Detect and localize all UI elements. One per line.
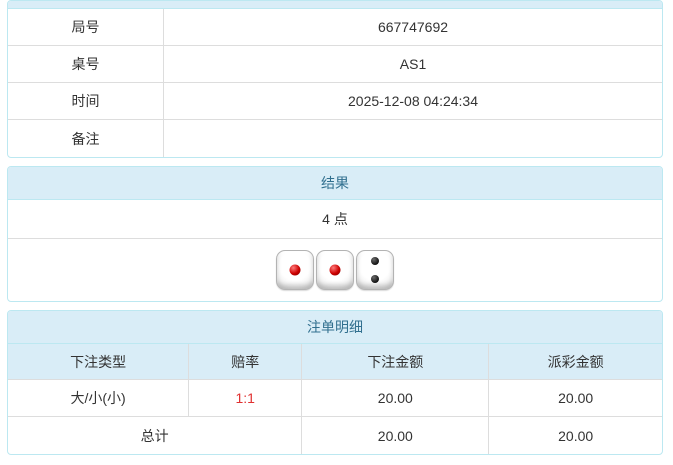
bet-row: 大/小(小) 1:1 20.00 20.00: [8, 380, 662, 417]
remark-label: 备注: [8, 120, 164, 157]
bet-odds-value: 1:1: [189, 380, 303, 416]
round-info-panel: 局号 667747692 桌号 AS1 时间 2025-12-08 04:24:…: [7, 0, 663, 158]
time-label: 时间: [8, 83, 164, 119]
total-label: 总计: [8, 417, 303, 454]
bets-table-header: 下注类型 赔率 下注金额 派彩金额: [8, 344, 662, 380]
table-number-row: 桌号 AS1: [8, 46, 662, 83]
table-number-label: 桌号: [8, 46, 164, 82]
col-odds: 赔率: [189, 344, 303, 379]
die-face-2-icon: [356, 250, 394, 290]
remark-row: 备注: [8, 120, 662, 157]
time-row: 时间 2025-12-08 04:24:34: [8, 83, 662, 120]
result-panel-title: 结果: [8, 167, 662, 200]
round-number-row: 局号 667747692: [8, 9, 662, 46]
table-number-value: AS1: [399, 56, 427, 72]
time-value: 2025-12-08 04:24:34: [348, 93, 478, 109]
bet-type-value: 大/小(小): [8, 380, 190, 416]
total-payout-amount: 20.00: [558, 427, 594, 444]
col-bet-amount: 下注金额: [302, 344, 490, 379]
total-bet-amount: 20.00: [302, 417, 490, 454]
total-row: 总计 20.00 20.00: [8, 417, 662, 454]
round-number-label: 局号: [8, 9, 164, 45]
round-number-value: 667747692: [377, 19, 449, 35]
remark-value: [164, 120, 662, 157]
dice-row: [8, 239, 662, 301]
bet-details-panel: 注单明细 下注类型 赔率 下注金额 派彩金额 大/小(小) 1:1 20.00 …: [7, 310, 663, 455]
points-value: 4 点: [322, 211, 348, 227]
col-bet-type: 下注类型: [8, 344, 190, 379]
bet-details-title: 注单明细: [8, 311, 662, 344]
bet-payout-value: 20.00: [558, 390, 594, 406]
points-row: 4 点: [8, 200, 662, 239]
die-face-1-icon: [276, 250, 314, 290]
col-payout-amount: 派彩金额: [547, 353, 604, 370]
die-face-1-icon: [316, 250, 354, 290]
round-info-heading-cropped: [8, 1, 662, 9]
bet-amount-value: 20.00: [302, 380, 490, 416]
result-panel: 结果 4 点: [7, 166, 663, 302]
